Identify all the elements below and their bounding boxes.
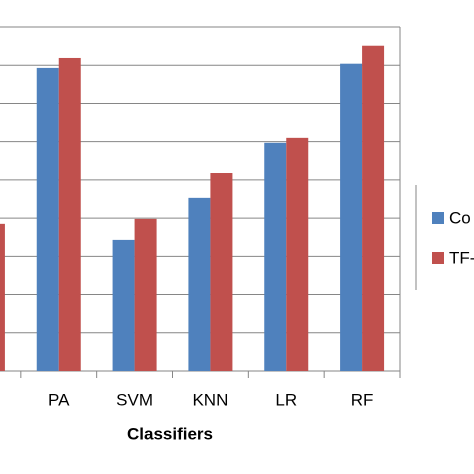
x-tick-label: LR [275, 390, 297, 409]
bar [340, 63, 363, 372]
x-tick-label: RF [351, 390, 374, 409]
x-axis-title: Classifiers [127, 424, 213, 443]
bar [210, 173, 233, 371]
legend-swatch [432, 212, 444, 224]
x-tick-label: KNN [192, 390, 228, 409]
bar [112, 239, 135, 371]
x-tick-label: PA [48, 390, 70, 409]
legend-label: TF- [449, 248, 474, 267]
bar [286, 137, 309, 371]
bar [58, 57, 81, 372]
bar [188, 197, 211, 371]
bar [362, 45, 385, 372]
bar [0, 223, 5, 371]
legend-swatch [432, 252, 444, 264]
bar [134, 218, 157, 371]
legend-label: Co [449, 208, 471, 227]
bar [36, 67, 59, 372]
x-tick-label: SVM [116, 390, 153, 409]
bar [264, 142, 287, 371]
